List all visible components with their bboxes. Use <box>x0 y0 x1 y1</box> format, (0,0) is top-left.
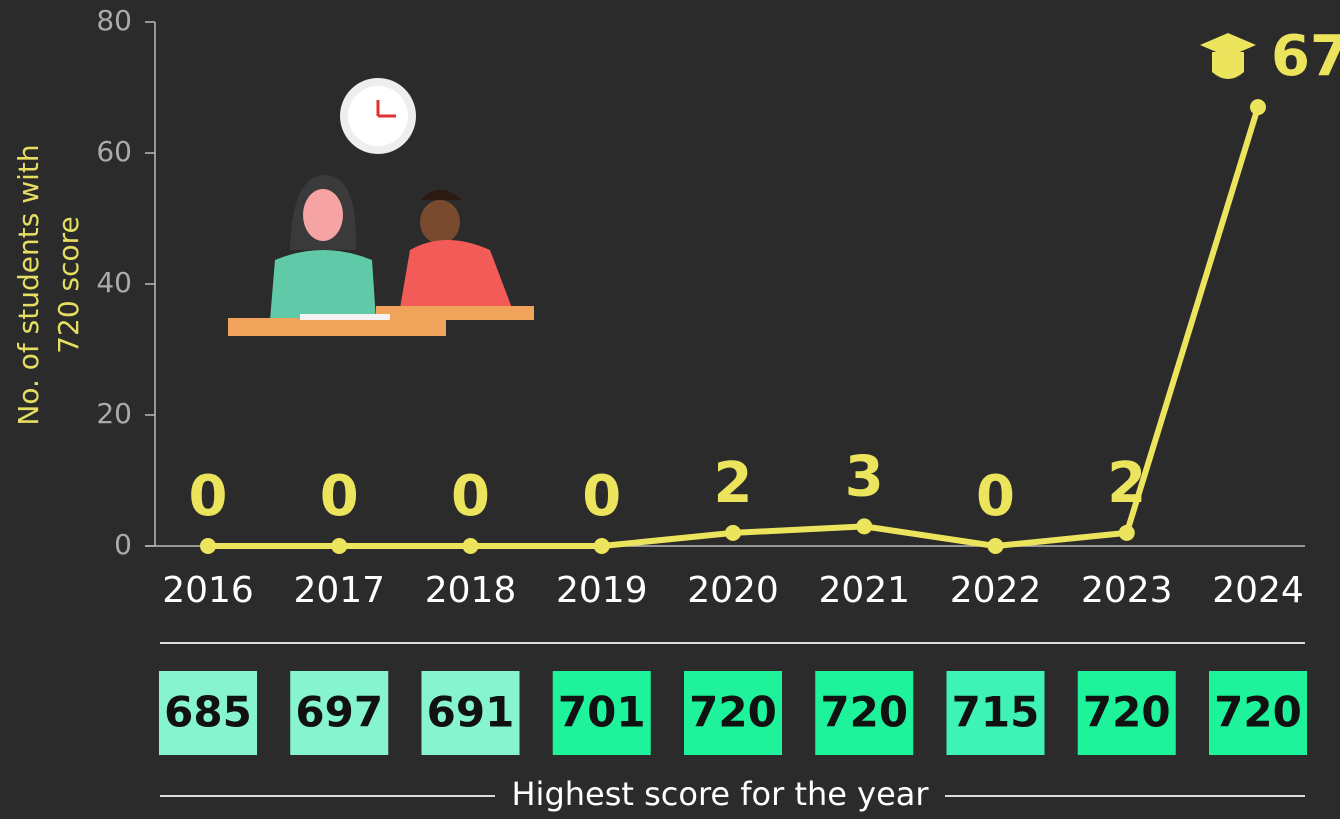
y-tick-label: 40 <box>96 266 132 299</box>
data-point <box>331 538 347 554</box>
score-value: 691 <box>427 688 515 737</box>
data-label: 0 <box>582 464 621 529</box>
y-tick-label: 60 <box>96 135 132 168</box>
x-tick-label: 2020 <box>687 570 779 611</box>
data-point <box>463 538 479 554</box>
data-point <box>725 525 741 541</box>
y-tick-label: 0 <box>114 528 132 561</box>
score-value: 720 <box>1214 688 1302 737</box>
data-point <box>594 538 610 554</box>
data-point <box>1119 525 1135 541</box>
y-tick-label: 20 <box>96 397 132 430</box>
score-value: 701 <box>558 688 646 737</box>
y-axis-label: No. of students with <box>12 144 45 425</box>
data-label: 3 <box>845 444 884 509</box>
data-label: 2 <box>1107 451 1146 516</box>
data-point <box>988 538 1004 554</box>
x-tick-label: 2023 <box>1081 570 1173 611</box>
data-label: 0 <box>451 464 490 529</box>
score-value: 685 <box>164 688 252 737</box>
data-label: 2 <box>714 451 753 516</box>
x-tick-label: 2017 <box>293 570 385 611</box>
chart: 020406080No. of students with720 score00… <box>0 0 1340 819</box>
data-label: 0 <box>320 464 359 529</box>
x-tick-label: 2024 <box>1212 570 1304 611</box>
x-tick-label: 2018 <box>425 570 517 611</box>
score-value: 715 <box>952 688 1040 737</box>
data-point <box>200 538 216 554</box>
data-point <box>856 518 872 534</box>
score-value: 697 <box>295 688 383 737</box>
x-tick-label: 2016 <box>162 570 254 611</box>
score-value: 720 <box>689 688 777 737</box>
data-label: 0 <box>189 464 228 529</box>
y-axis-label: 720 score <box>52 216 85 354</box>
data-label: 0 <box>976 464 1015 529</box>
score-value: 720 <box>1083 688 1171 737</box>
y-tick-label: 80 <box>96 4 132 37</box>
cap-icon-base <box>1212 52 1244 79</box>
score-value: 720 <box>820 688 908 737</box>
data-label: 67 <box>1271 24 1340 89</box>
x-tick-label: 2019 <box>556 570 648 611</box>
x-tick-label: 2021 <box>818 570 910 611</box>
footer-label: Highest score for the year <box>511 775 929 813</box>
data-point <box>1250 99 1266 115</box>
x-tick-label: 2022 <box>950 570 1042 611</box>
